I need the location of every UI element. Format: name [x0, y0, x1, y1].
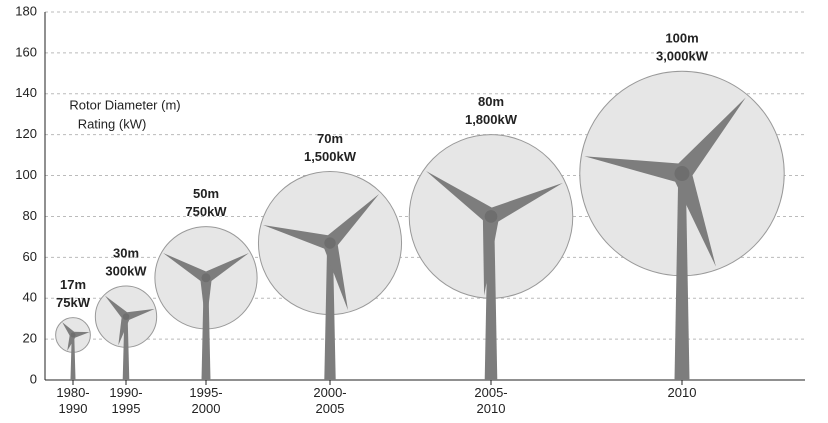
y-tick-label: 160 — [15, 44, 37, 59]
blade — [324, 193, 380, 249]
hub — [674, 166, 690, 182]
blade — [104, 295, 130, 320]
rating-label: 1,500kW — [304, 149, 357, 164]
tower — [70, 335, 76, 380]
hub — [484, 210, 498, 223]
blade — [426, 170, 496, 224]
diameter-label: 17m — [60, 277, 86, 292]
blade — [262, 225, 332, 251]
x-tick-label: 2010 — [667, 385, 697, 400]
blade — [482, 215, 500, 296]
blade — [72, 331, 90, 339]
diameter-label: 50m — [193, 186, 219, 201]
y-tick-label: 100 — [15, 167, 37, 182]
rating-label: 75kW — [56, 295, 91, 310]
x-tick-label: 1990- 1995 — [109, 385, 143, 416]
y-tick-label: 20 — [23, 331, 37, 346]
y-tick-label: 60 — [23, 249, 37, 264]
blade — [124, 308, 155, 321]
blade — [118, 315, 131, 346]
tower — [674, 173, 690, 380]
y-tick-label: 180 — [15, 3, 37, 18]
diameter-label: 100m — [665, 31, 698, 46]
blade — [67, 333, 77, 351]
blade — [322, 241, 348, 311]
x-tick-label: 2000- 2005 — [313, 385, 347, 416]
hub — [324, 237, 336, 249]
x-tick-label: 1980- 1990 — [56, 385, 90, 416]
blade — [200, 277, 212, 328]
y-tick-label: 40 — [23, 290, 37, 305]
blade — [487, 182, 563, 224]
tower — [122, 316, 130, 380]
blade — [203, 252, 249, 283]
blade — [163, 252, 209, 283]
diameter-label: 70m — [317, 131, 343, 146]
y-tick-label: 140 — [15, 85, 37, 100]
blade — [672, 170, 716, 267]
blade — [674, 97, 746, 180]
y-tick-label: 120 — [15, 126, 37, 141]
blade — [584, 156, 684, 184]
y-tick-label: 80 — [23, 208, 37, 223]
x-tick-label: 1995- 2000 — [189, 385, 223, 416]
rating-label: 750kW — [185, 204, 227, 219]
x-tick-label: 2005- 2010 — [474, 385, 508, 416]
rating-label: 3,000kW — [656, 49, 709, 64]
hub — [122, 313, 130, 320]
legend-entry: Rating (kW) — [78, 116, 147, 131]
y-tick-label: 0 — [30, 371, 37, 386]
hub — [70, 332, 76, 338]
rating-label: 1,800kW — [465, 112, 518, 127]
rating-label: 300kW — [105, 263, 147, 278]
legend-entry: Rotor Diameter (m) — [69, 97, 180, 112]
diameter-label: 80m — [478, 94, 504, 109]
diameter-label: 30m — [113, 245, 139, 260]
tower — [324, 243, 336, 380]
hub — [201, 273, 211, 283]
